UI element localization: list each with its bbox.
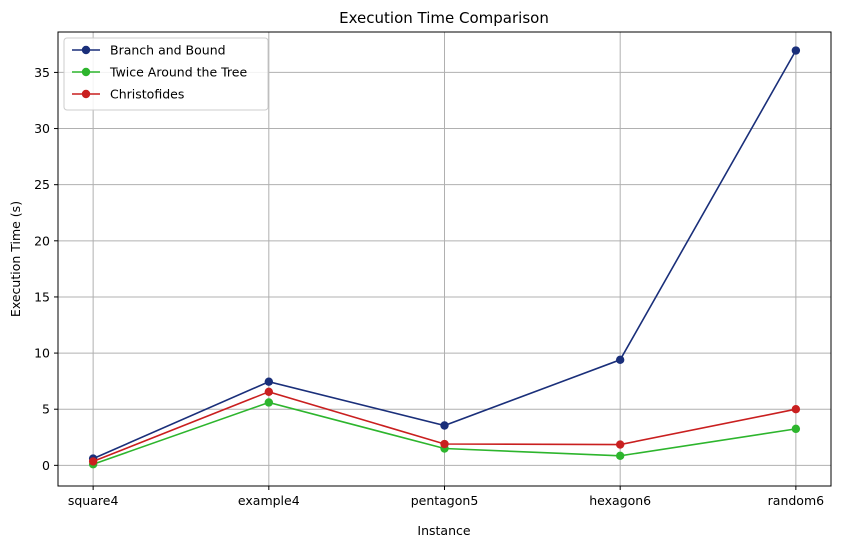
legend-label: Twice Around the Tree [109, 65, 247, 80]
grid-lines [58, 32, 831, 486]
y-tick-label: 35 [34, 65, 50, 80]
data-point [791, 46, 801, 55]
x-tick-label: random6 [768, 493, 824, 508]
data-point [791, 405, 801, 414]
legend-marker [81, 89, 91, 99]
legend-box [63, 37, 269, 111]
data-point [264, 398, 274, 407]
legend-label: Christofides [110, 87, 184, 102]
legend-marker [81, 67, 91, 77]
x-tick-label: hexagon6 [589, 493, 651, 508]
chart-title: Execution Time Comparison [339, 9, 549, 27]
y-tick-label: 0 [42, 458, 50, 473]
data-point [264, 387, 274, 397]
series-christofides [88, 387, 801, 466]
series-twice-around-the-tree [88, 398, 801, 469]
y-tick-label: 30 [34, 121, 50, 136]
y-tick-label: 10 [34, 346, 50, 361]
data-point [440, 421, 449, 430]
y-tick-label: 15 [34, 289, 50, 304]
y-tick-label: 25 [34, 177, 50, 192]
y-axis-label: Execution Time (s) [8, 201, 23, 317]
data-point [440, 439, 449, 449]
legend: Branch and Bound Twice Around the Tree Chr… [63, 37, 269, 111]
x-axis-label: Instance [417, 523, 470, 538]
data-point [615, 355, 625, 365]
series-branch-and-bound [88, 46, 801, 463]
series-lines [88, 46, 801, 469]
x-tick-label: pentagon5 [411, 493, 479, 508]
data-point [615, 451, 625, 461]
y-tick-label: 20 [34, 233, 50, 248]
x-tick-label: example4 [238, 493, 300, 508]
data-point [791, 424, 801, 434]
axis-ticks: square4 example4 pentagon5 hexagon6 random6 0… [34, 65, 824, 508]
data-point [88, 457, 98, 466]
x-tick-label: square4 [68, 493, 119, 508]
y-tick-label: 5 [42, 402, 50, 417]
legend-label: Branch and Bound [110, 43, 226, 58]
data-point [615, 440, 625, 449]
data-point [264, 377, 274, 386]
legend-marker [81, 45, 91, 55]
